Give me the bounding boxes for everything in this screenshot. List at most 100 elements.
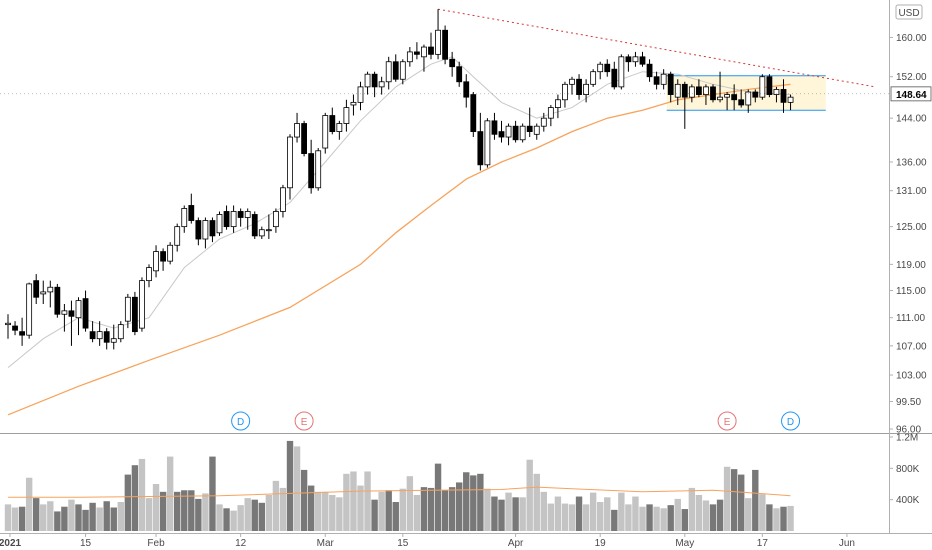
volume-bar — [89, 502, 96, 531]
candle — [696, 79, 702, 98]
volume-bar — [40, 504, 47, 531]
time-tick-label: 19 — [595, 538, 607, 549]
candle — [336, 120, 343, 140]
last-price-label: 148.64 — [896, 90, 927, 101]
volume-bar — [300, 469, 308, 531]
candle-body — [477, 131, 484, 166]
candle-body — [61, 310, 68, 315]
candle-body — [301, 123, 308, 154]
volume-ma-line — [8, 486, 791, 498]
volume-bar — [427, 487, 435, 531]
candle-body — [540, 117, 547, 127]
candle — [491, 112, 498, 140]
volume-bar — [540, 491, 547, 531]
volume-bar — [152, 484, 160, 531]
volume-axis[interactable]: 1.2M 800K 400K — [889, 433, 920, 507]
candle-body — [378, 81, 385, 88]
candle-body — [26, 283, 33, 336]
candle — [160, 248, 167, 271]
candle-body — [681, 83, 688, 98]
candle — [12, 321, 18, 336]
candle — [717, 71, 723, 103]
time-tick-label: Feb — [147, 538, 165, 549]
volume-pane[interactable] — [4, 440, 794, 531]
price-pane[interactable] — [5, 8, 876, 416]
volume-bar — [18, 506, 26, 531]
candle-body — [738, 99, 745, 106]
volume-bar — [434, 463, 442, 531]
candle-body — [308, 153, 315, 189]
event-marker-circle — [781, 411, 801, 431]
volume-bar — [674, 498, 681, 531]
candle — [350, 94, 357, 116]
candle — [294, 112, 300, 143]
volume-bar — [54, 511, 61, 531]
candle — [146, 264, 152, 288]
volume-bar — [378, 491, 385, 531]
candle — [674, 79, 681, 105]
volume-bar — [519, 497, 526, 531]
price-tick-label: 125.00 — [896, 222, 927, 233]
volume-bar — [448, 487, 456, 531]
candle-body — [576, 78, 582, 95]
volume-bar — [385, 490, 392, 531]
candle-body — [82, 298, 89, 329]
volume-bar — [350, 471, 357, 531]
currency-badge-box — [895, 4, 923, 20]
candle — [569, 76, 575, 95]
candle — [5, 314, 11, 339]
candle-body — [40, 291, 47, 295]
volume-bar — [406, 476, 414, 531]
candle-body — [428, 46, 434, 55]
candle-body — [413, 51, 420, 55]
candle — [195, 217, 202, 246]
volume-bar — [145, 498, 153, 531]
volume-bar — [738, 474, 745, 531]
candle — [54, 283, 61, 318]
candle — [660, 69, 667, 90]
volume-bar — [110, 507, 117, 531]
candle — [533, 123, 540, 140]
candle-body — [167, 244, 174, 262]
candle — [625, 54, 632, 72]
candle — [223, 205, 230, 230]
volume-bar — [759, 494, 766, 531]
candle — [131, 291, 138, 336]
volume-bar — [237, 505, 244, 531]
price-tick-label: 144.00 — [896, 114, 927, 125]
volume-bar — [589, 492, 597, 531]
candle-body — [674, 83, 681, 98]
price-tick-label: 115.00 — [896, 286, 926, 297]
candle — [308, 139, 315, 194]
candle-body — [555, 99, 561, 108]
candle-body — [505, 125, 512, 138]
time-axis[interactable]: 2021 15 Feb 12 Mar 15 Apr 19 May 17 Jun — [0, 533, 855, 549]
candle — [787, 94, 794, 111]
candle-body — [223, 211, 230, 228]
candle-body — [216, 214, 223, 234]
currency-badge[interactable]: USD — [895, 4, 923, 20]
candle-body — [583, 83, 589, 95]
volume-bar — [470, 475, 477, 531]
candle-body — [110, 338, 117, 343]
price-tick-label: 107.00 — [896, 341, 927, 352]
candle-body — [350, 101, 357, 106]
volume-bar — [272, 480, 280, 531]
volume-bar — [265, 494, 273, 531]
volume-bar — [181, 490, 188, 531]
candle — [590, 69, 597, 87]
volume-bar — [575, 496, 583, 531]
candle — [555, 94, 561, 119]
price-tick-label: 119.00 — [896, 260, 926, 271]
volume-bar — [322, 491, 329, 531]
price-axis[interactable]: 160.00 152.00 144.00 136.00 131.00 125.00 119.… — [0, 33, 932, 436]
candle-body — [547, 107, 554, 119]
volume-bar — [11, 507, 19, 531]
candle-body — [174, 226, 181, 246]
price-tick-label: 111.00 — [896, 313, 926, 324]
price-tick-label: 103.00 — [896, 371, 927, 382]
candle-body — [287, 136, 293, 189]
volume-bar — [244, 498, 251, 531]
price-tick-label: 152.00 — [896, 72, 927, 83]
